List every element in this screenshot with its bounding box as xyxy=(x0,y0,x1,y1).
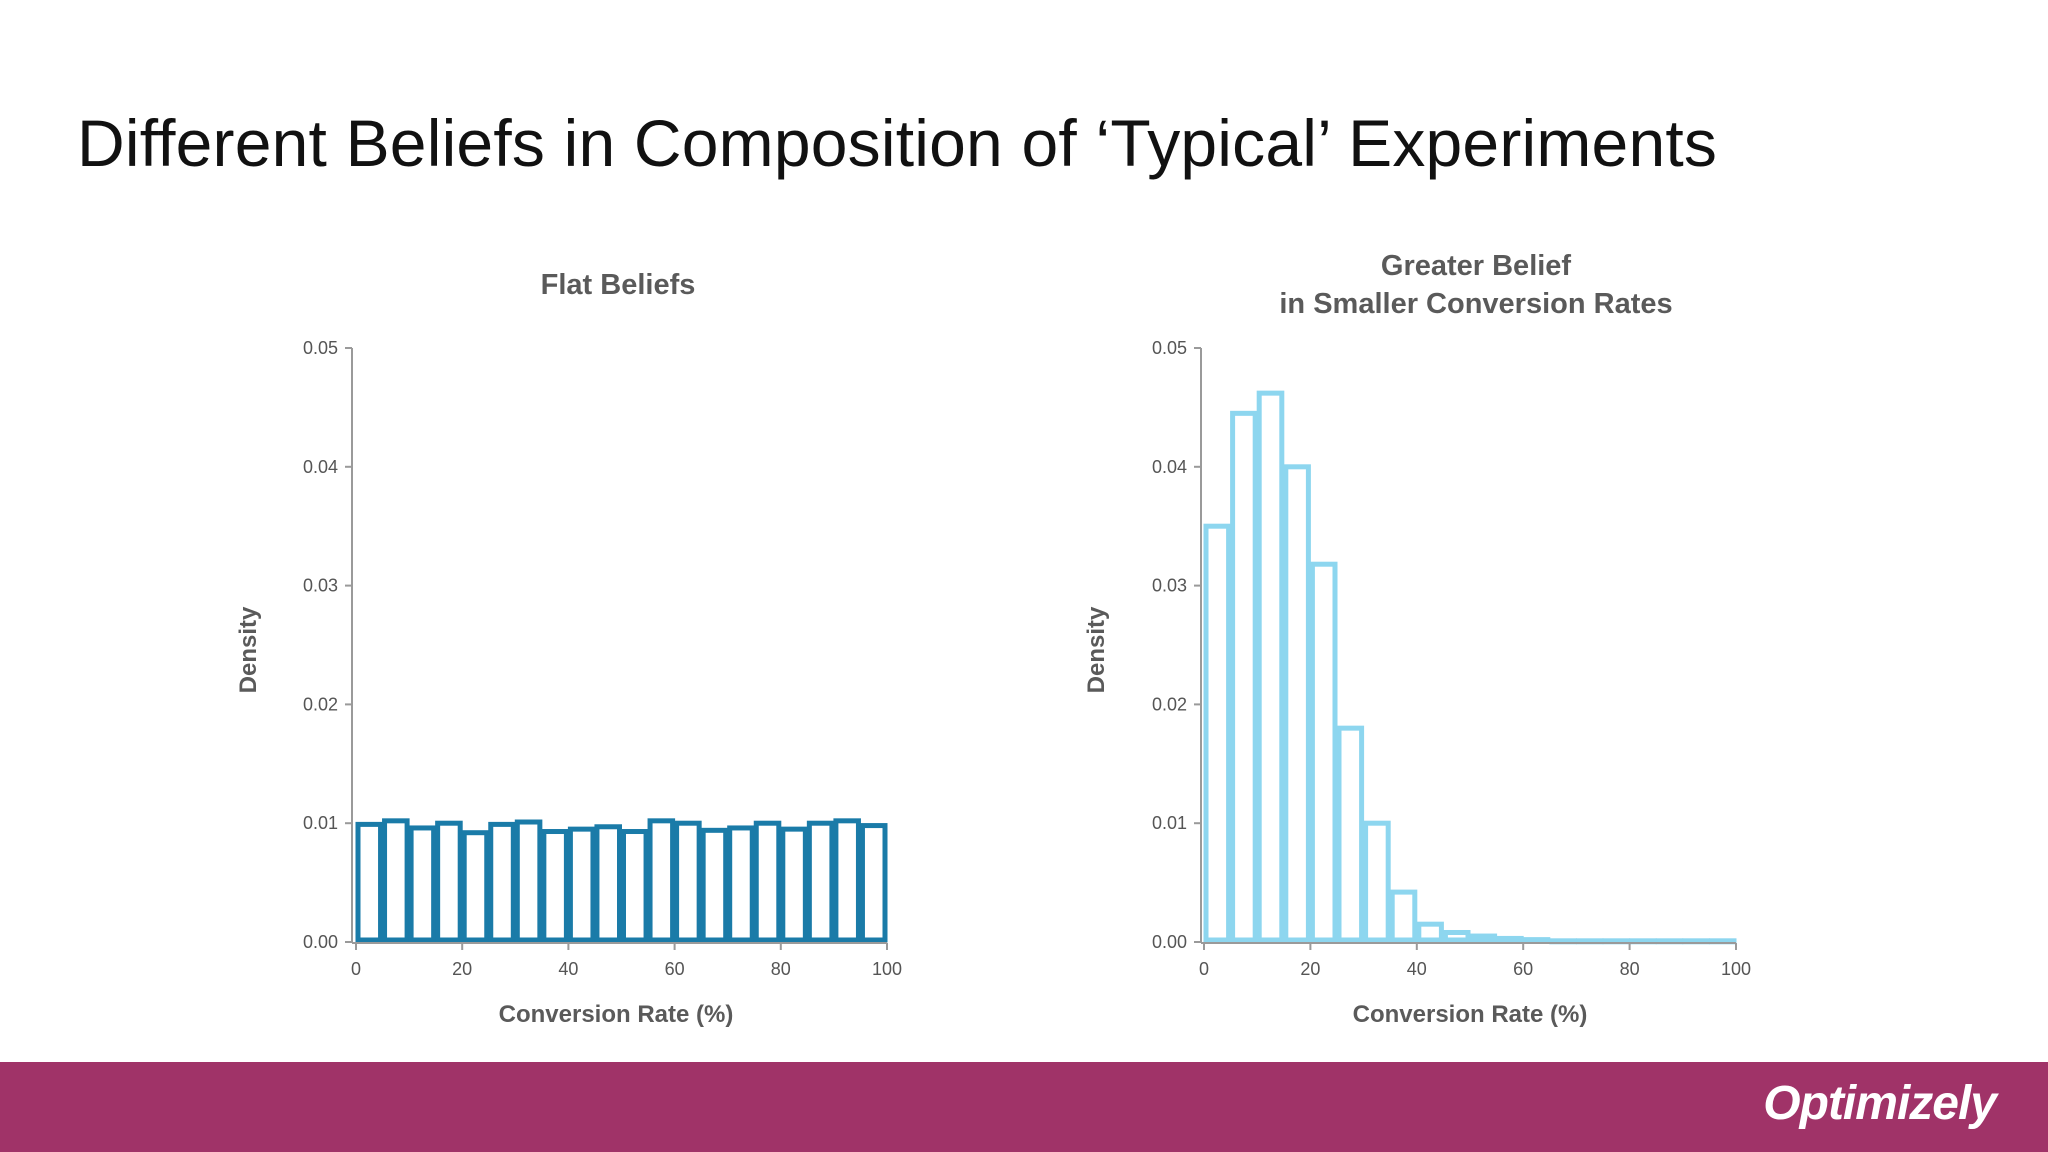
histogram-bar xyxy=(1682,938,1710,945)
histogram-bar xyxy=(1602,938,1631,945)
histogram-bar xyxy=(1336,725,1365,943)
histogram-bar xyxy=(1416,921,1444,943)
y-tick-label: 0.02 xyxy=(303,694,338,714)
histogram-bar xyxy=(1496,935,1524,943)
histogram-bar xyxy=(1655,938,1684,945)
x-tick-label: 40 xyxy=(1407,959,1427,979)
x-tick-label: 80 xyxy=(1620,959,1640,979)
histogram-bar xyxy=(647,818,676,943)
histogram-bar xyxy=(514,819,543,943)
histogram-bar xyxy=(355,821,384,943)
x-tick-label: 0 xyxy=(351,959,361,979)
histogram-bar xyxy=(1629,938,1657,945)
chart-title: in Smaller Conversion Rates xyxy=(1279,288,1672,320)
histogram-bar xyxy=(1549,938,1577,945)
y-tick-label: 0.05 xyxy=(303,338,338,358)
x-tick-label: 20 xyxy=(452,959,472,979)
x-axis-label: Conversion Rate (%) xyxy=(1353,1001,1588,1028)
y-tick-label: 0.03 xyxy=(1152,576,1187,596)
x-tick-label: 40 xyxy=(558,959,578,979)
histogram-bar xyxy=(382,818,410,943)
histogram-bar xyxy=(408,825,437,943)
histogram-bar xyxy=(700,827,729,943)
histogram-bar xyxy=(1708,938,1737,945)
y-tick-label: 0.01 xyxy=(1152,813,1187,833)
histogram-bar xyxy=(1389,889,1418,943)
histogram-bar xyxy=(859,823,888,943)
histogram-bar xyxy=(780,826,808,943)
x-tick-label: 60 xyxy=(1513,959,1533,979)
y-tick-label: 0.00 xyxy=(303,932,338,952)
footer-bar: Optimizely xyxy=(0,1062,2048,1152)
y-tick-label: 0.00 xyxy=(1152,932,1187,952)
y-tick-label: 0.01 xyxy=(303,813,338,833)
histogram-bar xyxy=(1256,390,1285,943)
histogram-bar xyxy=(1283,464,1311,943)
x-tick-label: 80 xyxy=(771,959,791,979)
chart-greater-belief: Greater Belief in Smaller Conversion Rate… xyxy=(1083,250,1751,1028)
histogram-bar xyxy=(1309,561,1338,943)
y-tick-label: 0.05 xyxy=(1152,338,1187,358)
histogram-bar xyxy=(541,829,569,943)
histogram-bar xyxy=(1363,820,1391,943)
optimizely-logo: Optimizely xyxy=(1763,1077,1997,1130)
histogram-bar xyxy=(753,820,782,943)
chart-flat-beliefs: Flat Beliefs 0.00 0.01 0.02 0.03 0.04 0.05 0 20 4… xyxy=(235,269,902,1028)
chart-title: Greater Belief xyxy=(1381,250,1572,282)
x-tick-label: 100 xyxy=(872,959,902,979)
histogram-bar xyxy=(1203,523,1232,943)
x-tick-label: 20 xyxy=(1300,959,1320,979)
histogram-bar xyxy=(461,830,490,943)
y-tick-label: 0.04 xyxy=(303,457,338,477)
histogram-bar xyxy=(833,818,861,943)
histogram-bar xyxy=(488,821,516,943)
y-tick-label: 0.03 xyxy=(303,576,338,596)
histogram-bar xyxy=(1230,410,1258,943)
y-tick-label: 0.02 xyxy=(1152,694,1187,714)
slide-title: Different Beliefs in Composition of ‘Typ… xyxy=(77,106,1718,180)
x-tick-label: 60 xyxy=(665,959,685,979)
charts-area: Flat Beliefs 0.00 0.01 0.02 0.03 0.04 0.05 0 20 4… xyxy=(235,250,1751,1028)
histogram-bar xyxy=(567,826,596,943)
x-tick-label: 100 xyxy=(1721,959,1751,979)
y-axis-label: Density xyxy=(235,606,262,693)
histogram-bar xyxy=(806,820,835,943)
histogram-bar xyxy=(674,820,702,943)
histogram-bar xyxy=(1469,933,1498,943)
histogram-bar xyxy=(435,820,463,943)
x-tick-label: 0 xyxy=(1199,959,1209,979)
histogram-bar xyxy=(621,829,649,943)
y-axis-label: Density xyxy=(1083,606,1110,693)
histogram-bar xyxy=(727,825,755,943)
histogram-bar xyxy=(594,824,623,943)
histogram-bar xyxy=(1442,929,1471,943)
histogram-bar xyxy=(1575,938,1604,945)
x-axis-label: Conversion Rate (%) xyxy=(499,1001,734,1028)
histogram-bar xyxy=(1522,937,1551,944)
chart-title: Flat Beliefs xyxy=(541,269,696,301)
y-tick-label: 0.04 xyxy=(1152,457,1187,477)
